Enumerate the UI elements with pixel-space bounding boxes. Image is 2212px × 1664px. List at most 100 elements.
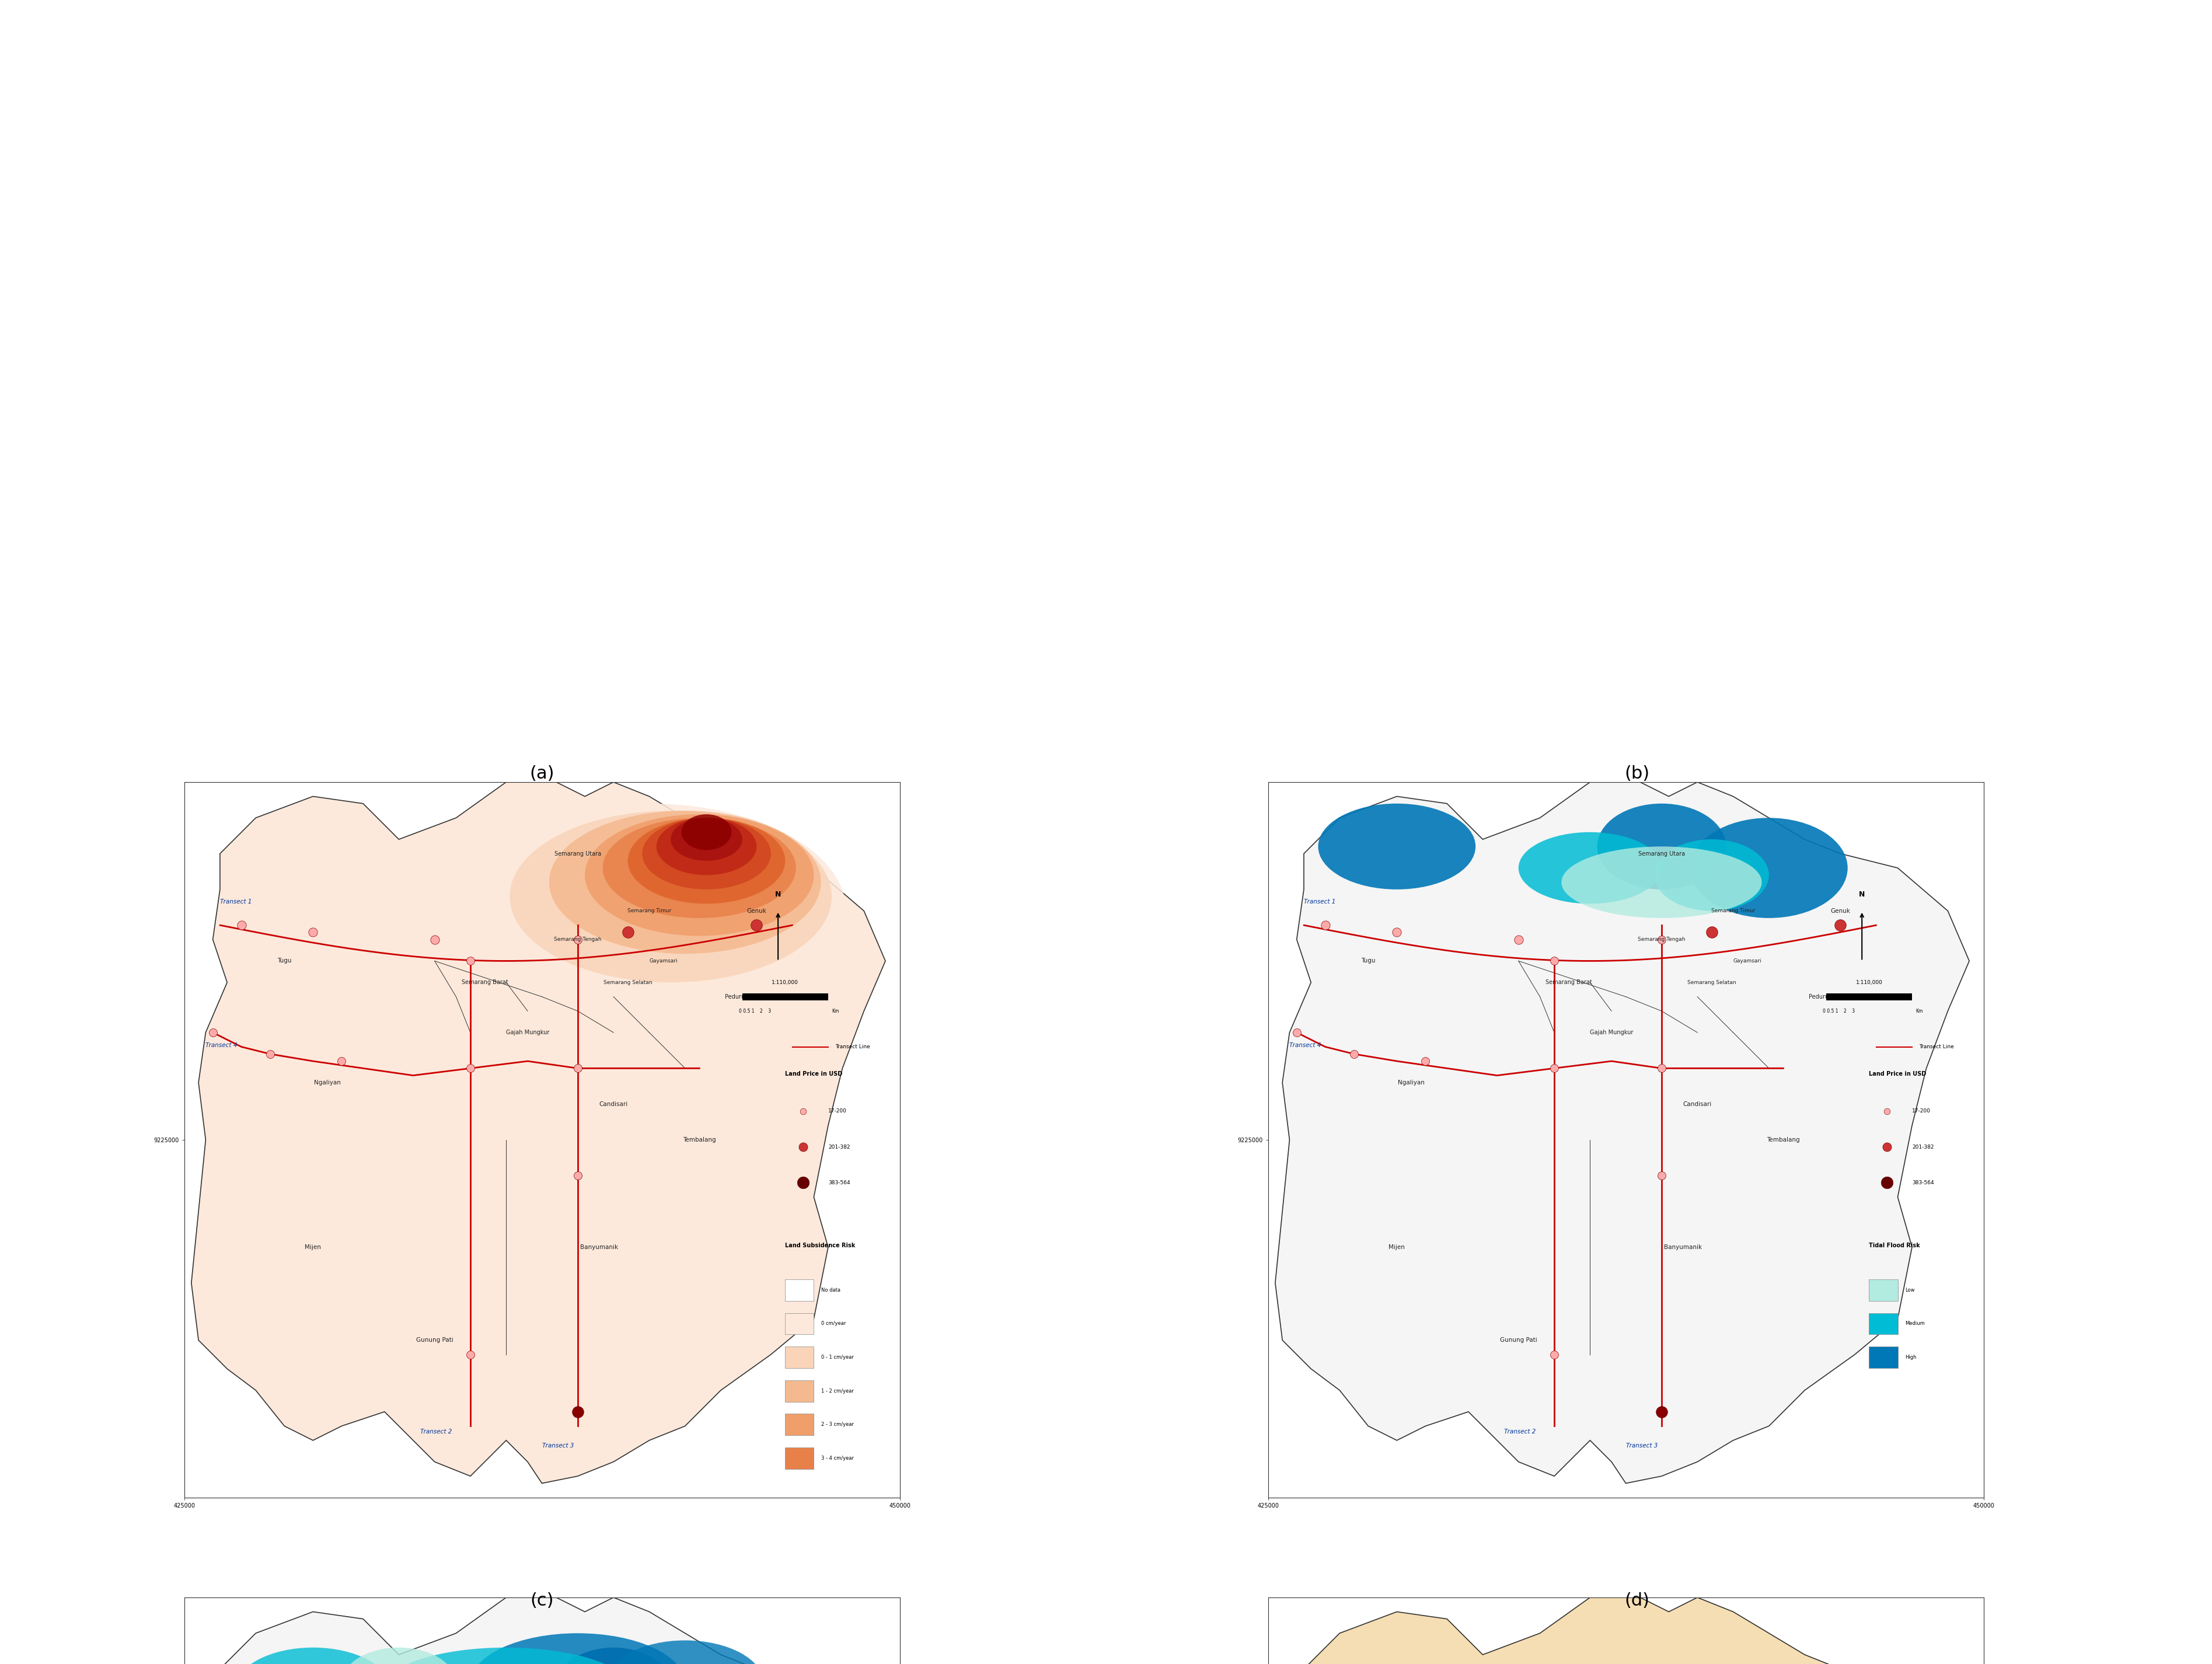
Text: Semarang Utara: Semarang Utara bbox=[555, 850, 602, 857]
Point bbox=[1407, 1048, 1442, 1075]
Text: 1:110,000: 1:110,000 bbox=[772, 980, 799, 985]
Text: Tembalang: Tembalang bbox=[684, 1137, 717, 1143]
Bar bbox=[785, 1414, 814, 1436]
Text: Gajah Mungkur: Gajah Mungkur bbox=[1590, 1030, 1632, 1035]
Text: Medium: Medium bbox=[1905, 1321, 1924, 1326]
Text: N: N bbox=[1858, 890, 1865, 899]
Text: Banyumanik: Banyumanik bbox=[580, 1245, 617, 1250]
Text: 2 - 3 cm/year: 2 - 3 cm/year bbox=[821, 1423, 854, 1428]
Ellipse shape bbox=[657, 819, 757, 875]
Point bbox=[1378, 919, 1413, 945]
Text: 201-382: 201-382 bbox=[827, 1145, 849, 1150]
Text: Ngaliyan: Ngaliyan bbox=[1398, 1080, 1425, 1085]
Text: Low: Low bbox=[1905, 1288, 1916, 1293]
Ellipse shape bbox=[1597, 804, 1725, 889]
Text: N: N bbox=[774, 890, 781, 899]
Point bbox=[1537, 1341, 1573, 1368]
Bar bbox=[785, 1313, 814, 1335]
Point bbox=[1644, 927, 1679, 953]
Text: (d): (d) bbox=[1624, 1592, 1650, 1609]
Text: Gayamsari: Gayamsari bbox=[650, 958, 677, 963]
Text: Gunung Pati: Gunung Pati bbox=[1500, 1338, 1537, 1343]
Point bbox=[1336, 1040, 1371, 1067]
Point bbox=[560, 1055, 595, 1082]
Ellipse shape bbox=[641, 819, 772, 889]
Text: 0 - 1 cm/year: 0 - 1 cm/year bbox=[821, 1354, 854, 1359]
Text: Semarang Utara: Semarang Utara bbox=[1639, 850, 1686, 857]
Point bbox=[560, 927, 595, 953]
Ellipse shape bbox=[1655, 839, 1770, 910]
Text: 383-564: 383-564 bbox=[827, 1180, 849, 1185]
Point bbox=[1869, 1133, 1905, 1160]
Point bbox=[785, 1133, 821, 1160]
Text: Mijen: Mijen bbox=[1389, 1245, 1405, 1250]
Text: Pedurungan: Pedurungan bbox=[1809, 993, 1843, 1000]
Text: 201-382: 201-382 bbox=[1911, 1145, 1933, 1150]
Text: 0 0.5 1    2    3: 0 0.5 1 2 3 bbox=[739, 1008, 770, 1013]
Ellipse shape bbox=[549, 810, 821, 953]
Text: Gayamsari: Gayamsari bbox=[1734, 958, 1761, 963]
Bar bbox=[785, 1280, 814, 1301]
Text: Candisari: Candisari bbox=[1683, 1102, 1712, 1107]
Point bbox=[294, 919, 330, 945]
Text: 17-200: 17-200 bbox=[1911, 1108, 1931, 1113]
Point bbox=[195, 1018, 230, 1047]
Text: Transect 1: Transect 1 bbox=[219, 899, 252, 905]
Ellipse shape bbox=[1517, 832, 1661, 904]
Ellipse shape bbox=[453, 804, 845, 1018]
Text: Candisari: Candisari bbox=[599, 1102, 628, 1107]
Text: Semarang Selatan: Semarang Selatan bbox=[604, 980, 653, 985]
Point bbox=[453, 948, 489, 975]
Point bbox=[1307, 912, 1343, 938]
Bar bbox=[1869, 1346, 1898, 1368]
Text: Land Subsidence Risk: Land Subsidence Risk bbox=[785, 1243, 856, 1248]
Polygon shape bbox=[192, 1597, 885, 1664]
Text: High: High bbox=[1905, 1354, 1916, 1359]
Bar bbox=[785, 1379, 814, 1401]
Text: 1 - 2 cm/year: 1 - 2 cm/year bbox=[821, 1388, 854, 1394]
Text: Semarang Tengah: Semarang Tengah bbox=[1637, 937, 1686, 942]
Point bbox=[611, 919, 646, 945]
Polygon shape bbox=[192, 782, 885, 1483]
Point bbox=[1537, 948, 1573, 975]
Bar bbox=[1869, 1313, 1898, 1335]
Text: Transect 3: Transect 3 bbox=[1626, 1443, 1657, 1449]
Text: Pedurungan: Pedurungan bbox=[726, 993, 759, 1000]
Point bbox=[560, 1398, 595, 1424]
Text: No data: No data bbox=[821, 1288, 841, 1293]
Polygon shape bbox=[1276, 782, 1969, 1483]
Text: Tugu: Tugu bbox=[276, 958, 292, 963]
Text: Land Price in USD: Land Price in USD bbox=[1869, 1070, 1927, 1077]
Text: Tugu: Tugu bbox=[1360, 958, 1376, 963]
Point bbox=[1279, 1018, 1314, 1047]
Point bbox=[223, 912, 259, 938]
Text: Land Price in USD: Land Price in USD bbox=[785, 1070, 843, 1077]
Text: Transect 4: Transect 4 bbox=[206, 1042, 237, 1048]
Text: Km: Km bbox=[1916, 1008, 1922, 1013]
Text: Ngaliyan: Ngaliyan bbox=[314, 1080, 341, 1085]
Bar bbox=[1869, 1280, 1898, 1301]
Text: 0 0.5 1    2    3: 0 0.5 1 2 3 bbox=[1823, 1008, 1854, 1013]
Text: Transect Line: Transect Line bbox=[1920, 1045, 1953, 1050]
Ellipse shape bbox=[606, 1641, 763, 1664]
Text: 383-564: 383-564 bbox=[1911, 1180, 1933, 1185]
Text: Transect 4: Transect 4 bbox=[1290, 1042, 1321, 1048]
Polygon shape bbox=[1276, 1597, 1969, 1664]
Ellipse shape bbox=[471, 1634, 686, 1664]
Ellipse shape bbox=[549, 1647, 677, 1664]
Text: 3 - 4 cm/year: 3 - 4 cm/year bbox=[821, 1456, 854, 1461]
Text: 17-200: 17-200 bbox=[827, 1108, 847, 1113]
Point bbox=[323, 1048, 358, 1075]
Text: Transect Line: Transect Line bbox=[836, 1045, 869, 1050]
Point bbox=[1694, 919, 1730, 945]
Point bbox=[1644, 1161, 1679, 1188]
Bar bbox=[785, 1346, 814, 1368]
Text: Gajah Mungkur: Gajah Mungkur bbox=[507, 1030, 549, 1035]
Text: (a): (a) bbox=[529, 765, 555, 782]
Ellipse shape bbox=[1562, 847, 1761, 919]
Text: Transect 2: Transect 2 bbox=[1504, 1428, 1535, 1434]
Text: 0 cm/year: 0 cm/year bbox=[821, 1321, 845, 1326]
Point bbox=[1869, 1170, 1905, 1196]
Text: Tidal Flood Risk: Tidal Flood Risk bbox=[1869, 1243, 1920, 1248]
Point bbox=[785, 1098, 821, 1125]
